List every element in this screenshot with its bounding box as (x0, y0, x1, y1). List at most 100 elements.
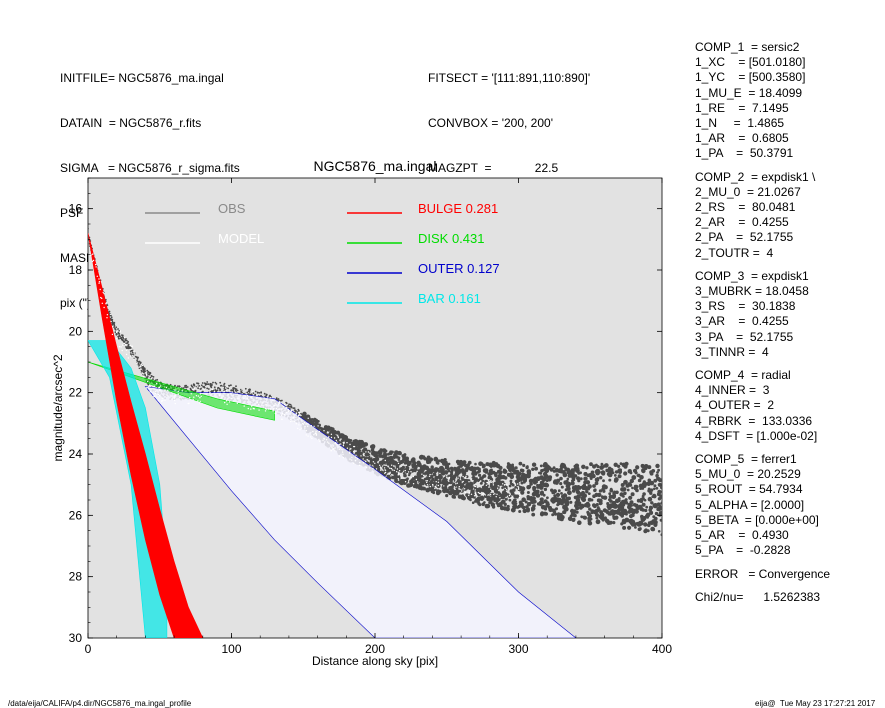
obs-point (445, 474, 449, 478)
obs-point (358, 462, 362, 466)
obs-point (659, 518, 662, 522)
obs-point (169, 390, 172, 393)
obs-point (242, 392, 245, 395)
model-point (468, 481, 470, 483)
obs-point (226, 391, 228, 394)
obs-point (444, 481, 449, 486)
obs-point (197, 382, 200, 385)
obs-point (401, 454, 406, 458)
model-point (167, 389, 169, 392)
obs-point (414, 478, 419, 483)
obs-point (228, 384, 230, 387)
obs-point (649, 511, 653, 515)
obs-point (566, 487, 570, 491)
obs-point (455, 468, 461, 473)
obs-point (461, 477, 466, 483)
model-point (145, 387, 147, 389)
obs-point (425, 488, 430, 492)
obs-point (456, 484, 460, 488)
obs-point (253, 397, 256, 399)
obs-point (181, 392, 183, 394)
obs-point (324, 433, 328, 438)
obs-point (563, 506, 569, 512)
obs-point (178, 394, 181, 397)
obs-point (393, 464, 398, 469)
obs-point (561, 494, 565, 499)
model-point (380, 457, 382, 460)
obs-point (551, 490, 555, 495)
obs-point (431, 477, 435, 481)
obs-point (347, 458, 351, 462)
obs-point (617, 499, 621, 502)
obs-point (473, 480, 477, 484)
model-point (156, 382, 158, 385)
obs-point (439, 466, 442, 469)
obs-point (493, 494, 497, 498)
obs-point (559, 467, 563, 471)
obs-point (318, 423, 321, 427)
obs-point (497, 479, 501, 483)
model-point (315, 430, 317, 433)
obs-point (574, 501, 578, 505)
obs-point (637, 504, 643, 510)
obs-point (418, 483, 422, 487)
obs-point (402, 457, 407, 461)
obs-point (589, 517, 593, 521)
obs-point (211, 383, 213, 386)
obs-point (390, 461, 396, 466)
model-point (383, 464, 385, 466)
obs-point (264, 407, 266, 409)
obs-point (365, 456, 369, 461)
obs-point (422, 466, 427, 470)
obs-point (345, 442, 350, 447)
obs-point (334, 431, 338, 435)
obs-point (184, 395, 187, 398)
obs-point (331, 430, 336, 435)
obs-point (327, 426, 331, 430)
obs-point (291, 414, 294, 417)
obs-point (441, 467, 445, 472)
obs-point (240, 400, 243, 402)
obs-point (469, 491, 475, 497)
obs-point (502, 469, 508, 474)
obs-point (269, 409, 272, 412)
obs-point (340, 434, 344, 438)
obs-point (301, 413, 304, 416)
obs-point (457, 468, 462, 473)
obs-point (346, 454, 350, 458)
obs-point (553, 495, 557, 500)
obs-point (131, 351, 134, 354)
obs-point (474, 462, 477, 466)
obs-point (612, 509, 616, 513)
obs-point (316, 432, 321, 437)
obs-point (634, 484, 639, 489)
obs-point (424, 479, 429, 484)
obs-point (170, 393, 173, 395)
obs-point (264, 396, 266, 399)
model-point (318, 440, 321, 442)
obs-point (173, 390, 175, 392)
obs-point (490, 502, 495, 507)
obs-point (542, 483, 547, 487)
obs-point (398, 479, 402, 484)
obs-point (504, 494, 508, 498)
obs-point (543, 511, 548, 516)
obs-point (343, 437, 347, 441)
obs-point (398, 451, 402, 456)
obs-point (477, 489, 481, 493)
obs-point (360, 452, 363, 456)
x-tick-label: 300 (508, 642, 528, 656)
obs-point (351, 454, 356, 458)
obs-point (416, 460, 421, 465)
obs-point (217, 395, 220, 398)
obs-point (358, 444, 363, 449)
obs-point (187, 392, 190, 394)
obs-point (607, 466, 612, 471)
obs-point (211, 389, 214, 392)
model-point (123, 342, 126, 345)
obs-point (149, 376, 152, 379)
obs-point (335, 436, 339, 441)
obs-point (324, 434, 328, 438)
model-point (247, 407, 249, 410)
model-point (474, 485, 476, 488)
